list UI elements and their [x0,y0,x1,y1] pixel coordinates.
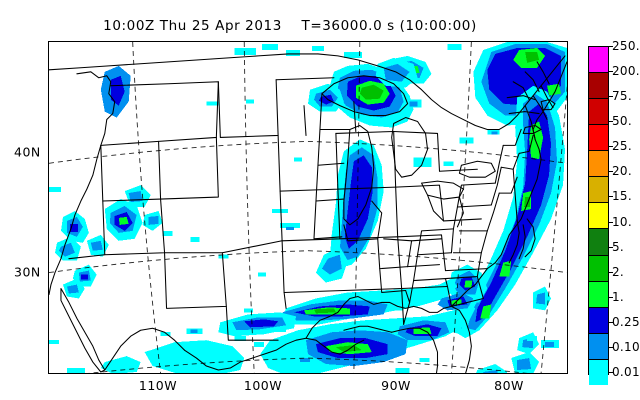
x-tick-80w: 80W [494,378,524,393]
colorbar-tick-75: 75. [612,89,632,104]
precipitation-field [49,42,567,373]
map-boundaries [49,53,567,373]
colorbar-tick-025: 0.25 [612,314,640,329]
colorbar-band-15 [589,203,608,230]
colorbar-band-1 [589,307,608,334]
colorbar-tick-20: 20. [612,164,632,179]
colorbar-band-010 [589,359,608,385]
colorbar-band-20 [589,177,608,204]
colorbar-tick-mark [609,121,613,123]
precip-southern-plains [160,312,297,337]
precip-northern-plains-scattered [206,99,500,167]
colorbar-tick-mark [609,221,613,223]
precip-gulf-coast [254,278,476,373]
colorbar-tick-mark [609,96,613,98]
colorbar-band-200 [589,73,608,100]
colorbar-tick-25: 25. [612,139,632,154]
precip-baja-sonora [66,336,247,373]
colorbar-tick-5: 5. [612,239,625,254]
colorbar-tick-mark [609,71,613,73]
colorbar-tick-15: 15. [612,189,632,204]
colorbar-tick-2: 2. [612,264,625,279]
colorbar-tick-10: 10. [612,214,632,229]
colorbar-band-10 [589,229,608,256]
colorbar-tick-mark [609,246,613,248]
colorbar-tick-mark [609,196,613,198]
precip-lake-michigan [272,139,384,283]
colorbar-tick-1: 1. [612,289,625,304]
colorbar-band-5 [589,255,608,282]
colorbar-tick-mark [609,321,613,323]
map-canvas [49,42,567,373]
colorbar-band-50 [589,125,608,152]
colorbar-tick-010: 0.10 [612,339,640,354]
colorbar-tick-mark [609,271,613,273]
colorbar-tick-200: 200. [612,64,640,79]
colorbar-tick-mark [609,46,613,47]
x-tick-100w: 100W [243,378,283,393]
colorbar-band-2 [589,281,608,308]
colorbar-tick-mark [609,372,613,373]
x-tick-110w: 110W [138,378,178,393]
colorbar-tick-250: 250. [612,39,640,53]
colorbar-band-250 [589,47,608,74]
colorbar-tick-50: 50. [612,114,632,129]
y-tick-30n: 30N [14,264,41,280]
colorbar-band-75 [589,99,608,126]
precip-florida-bahamas [476,336,560,373]
colorbar-tick-001: 0.01 [612,365,640,379]
map-plot-area [48,41,568,374]
x-tick-90w: 90W [381,378,411,393]
precipitation-colorbar [588,46,609,385]
colorbar-band-25 [589,151,608,178]
colorbar-tick-mark [609,146,613,148]
y-tick-40n: 40N [14,144,41,160]
figure-title: 10:00Z Thu 25 Apr 2013 T=36000.0 s (10:0… [103,18,477,34]
colorbar-tick-mark [609,296,613,298]
colorbar-tick-mark [609,346,613,348]
colorbar-band-025 [589,333,608,360]
precip-sierra-nevada [54,185,267,313]
lat-lon-gridlines [49,42,567,373]
colorbar-tick-mark [609,171,613,173]
